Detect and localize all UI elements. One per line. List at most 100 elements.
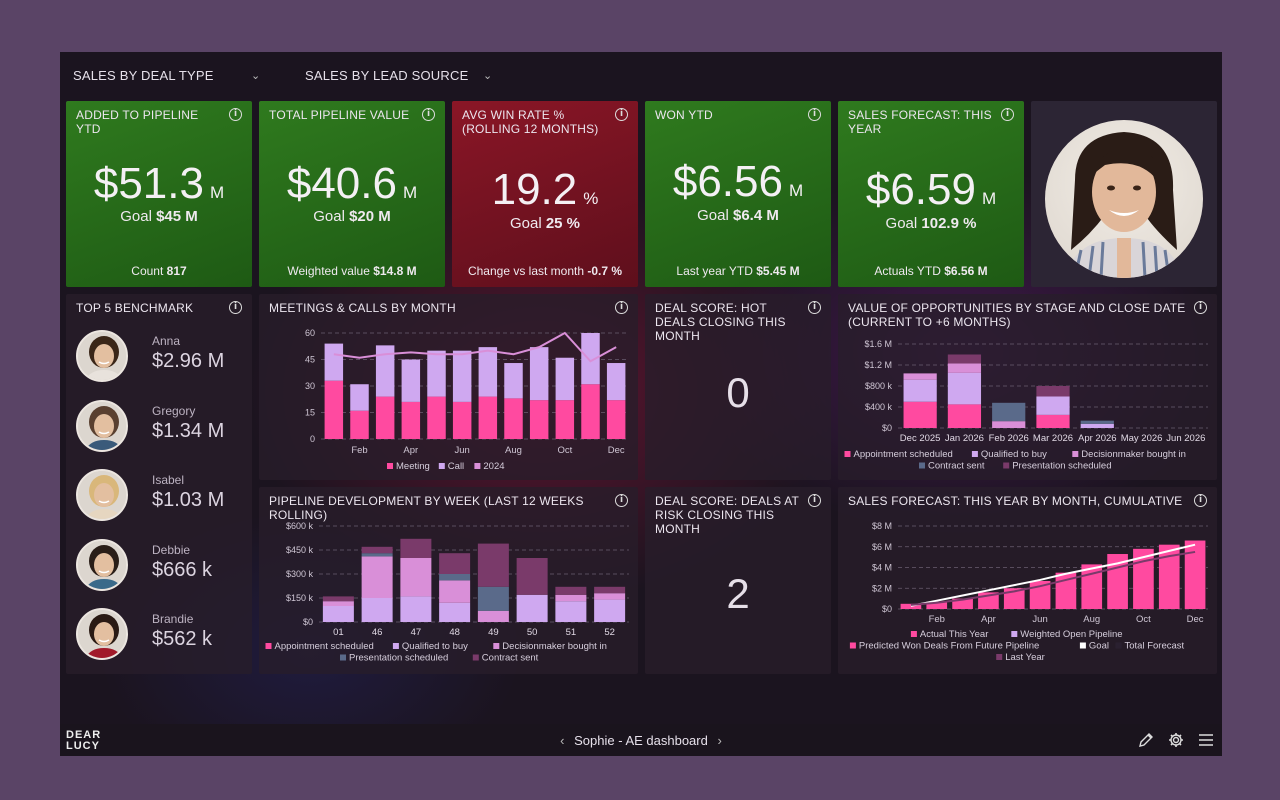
kpi-foot-value: $5.45 M [756,264,800,278]
benchmark-name: Debbie [152,542,191,557]
info-icon[interactable]: i [808,301,821,314]
kpi-footnote: Change vs last month -0.7 % [452,264,638,278]
kpi-tile[interactable]: ADDED TO PIPELINE YTD i $51.3 M Goal $45 … [66,101,252,287]
legend-label: Last Year [1005,652,1045,663]
y-tick-label: 0 [310,434,315,444]
stacked-bar-segment [594,599,626,622]
kpi-number: $51.3 [93,159,204,208]
info-icon[interactable]: i [1001,108,1014,121]
bar-meeting [555,400,575,439]
legend-swatch [438,463,445,469]
legend-swatch [1011,631,1018,637]
benchmark-row[interactable]: Brandie $562 k [76,608,246,664]
y-tick-label: 15 [305,408,315,418]
y-tick-label: 45 [305,355,315,365]
benchmark-value: $1.03 M [152,489,225,511]
info-icon[interactable]: i [422,108,435,121]
info-icon[interactable]: i [229,108,242,121]
stacked-bar-segment [439,553,471,574]
x-tick-label: May 2026 [1121,433,1163,444]
y-tick-label: $0 [303,617,313,627]
forecast-chart: $0 $2 M $4 M $6 M $8 M Feb Apr Jun Aug Oct Dec Actu… [849,521,1208,663]
chevron-right-icon[interactable]: › [717,733,722,748]
bar-call [324,343,344,381]
benchmark-row[interactable]: Gregory $1.34 M [76,399,246,456]
stacked-bar-segment [1036,386,1070,397]
info-icon[interactable]: i [229,301,242,314]
dashboard-name[interactable]: Sophie - AE dashboard [574,733,708,748]
kpi-foot-label: Actuals YTD [874,264,941,278]
y-tick-label: $2 M [872,583,892,593]
benchmark-value: $562 k [152,628,213,650]
bar-call [350,384,369,411]
kpi-tile[interactable]: TOTAL PIPELINE VALUE i $40.6 M Goal $20 M… [259,101,445,287]
filter-bar: SALES BY DEAL TYPE ⌄ SALES BY LEAD SOURC… [60,52,1222,100]
pencil-icon[interactable] [1138,732,1154,748]
bar-call [452,350,472,402]
benchmark-name: Brandie [152,612,194,626]
legend-swatch [493,643,500,649]
bar-call [504,363,523,399]
bar-call [555,357,575,401]
x-tick-label: 46 [372,627,383,638]
kpi-goal: Goal $20 M [259,208,445,225]
y-tick-label: $1.2 M [864,360,892,370]
kpi-foot-value: $6.56 M [944,264,988,278]
y-tick-label: $150 k [286,593,314,603]
lead-source-filter[interactable]: SALES BY LEAD SOURCE ⌄ [305,68,492,83]
stacked-bar-segment [439,602,471,622]
info-icon[interactable]: i [808,108,821,121]
stacked-bar-segment [516,558,548,595]
menu-icon[interactable] [1198,732,1214,748]
x-tick-label: Dec [608,445,625,456]
stacked-bar-segment [555,586,587,595]
bar-meeting [581,384,600,439]
info-icon[interactable]: i [1194,301,1207,314]
y-tick-label: $600 k [286,521,314,531]
info-icon[interactable]: i [615,494,628,507]
stacked-bar-segment [594,586,626,594]
info-icon[interactable]: i [1194,494,1207,507]
stacked-bar-segment [1080,423,1114,428]
meetings-chart-title: MEETINGS & CALLS BY MONTH [269,301,456,315]
benchmark-row[interactable]: Anna $2.96 M [76,330,246,386]
kpi-foot-label: Weighted value [287,264,370,278]
info-icon[interactable]: i [808,494,821,507]
kpi-unit: M [788,181,804,200]
legend-label: 2024 [483,461,504,472]
legend-label: Contract sent [482,653,539,664]
benchmark-row[interactable]: Isabel $1.03 M [76,469,246,525]
deal-score-hot-tile: DEAL SCORE: HOT DEALS CLOSING THIS MONTH… [645,294,831,480]
info-icon[interactable]: i [615,301,628,314]
stacked-bar-segment [400,558,432,597]
dear-lucy-logo[interactable]: DEAR LUCY [66,730,101,752]
benchmark-row[interactable]: Debbie $666 k [76,538,246,595]
bar-call [581,333,600,385]
legend-label: Goal [1089,641,1109,652]
meetings-chart: 0 15 30 45 60 Feb Apr Jun Aug Oct Dec Meeting Call 20… [305,328,629,472]
kpi-tile[interactable]: AVG WIN RATE % (ROLLING 12 MONTHS) i 19.… [452,101,638,287]
benchmark-value: $2.96 M [152,350,225,372]
deal-score-risk-tile: DEAL SCORE: DEALS AT RISK CLOSING THIS M… [645,487,831,674]
deal-type-filter[interactable]: SALES BY DEAL TYPE ⌄ [73,68,260,83]
x-tick-label: Jun [455,445,470,456]
x-tick-label: Mar 2026 [1033,433,1073,444]
legend-swatch [340,654,346,661]
benchmark-tile: TOP 5 BENCHMARK i Anna $2.96 M Gregory [66,294,252,674]
user-avatar [1045,120,1203,278]
kpi-foot-value: -0.7 % [587,264,623,278]
deal-score-hot-value: 0 [726,369,750,416]
bar-meeting [478,396,498,439]
stacked-bar-segment [555,594,587,602]
x-tick-label: 52 [604,627,615,638]
stacked-bar-segment [477,610,509,622]
x-tick-label: Feb [351,445,367,456]
gear-icon[interactable] [1168,732,1184,748]
bar-call [606,363,626,401]
kpi-tile[interactable]: WON YTD i $6.56 M Goal $6.4 M Last year Y… [645,101,831,287]
info-icon[interactable]: i [615,108,628,121]
chevron-left-icon[interactable]: ‹ [560,733,565,748]
kpi-tile[interactable]: SALES FORECAST: THIS YEAR i $6.59 M Goal … [838,101,1024,287]
legend-label: Total Forecast [1125,641,1185,652]
y-tick-label: $8 M [872,521,892,531]
